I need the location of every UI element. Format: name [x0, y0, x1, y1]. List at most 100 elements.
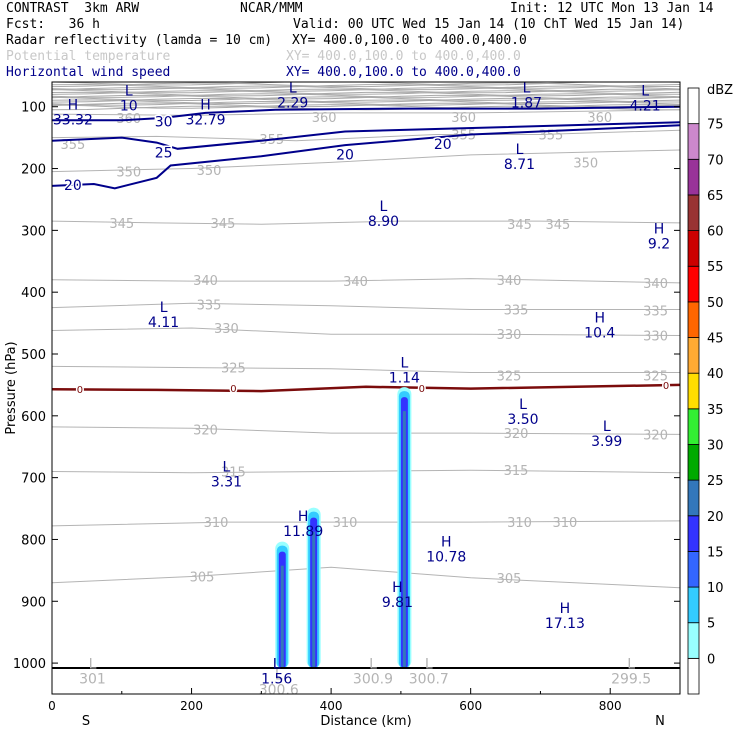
theta-contour-label: 330: [497, 328, 522, 343]
strat-contour: [52, 93, 680, 98]
strat-contour: [52, 85, 680, 91]
strat-contour: [52, 82, 680, 88]
y-tick-label: 400: [21, 286, 46, 301]
colorbar-unit: dBZ: [707, 83, 733, 98]
theta-contour-355: [52, 129, 680, 142]
colorbar-level-label: 60: [707, 225, 724, 240]
y-axis-title: Pressure (hPa): [4, 341, 19, 434]
strat-contour: [52, 99, 680, 105]
y-tick-label: 300: [21, 224, 46, 239]
wind-extremum-value: 2.29: [277, 95, 308, 111]
colorbar-level-label: 15: [707, 545, 724, 560]
wind-extremum-value: 4.11: [148, 315, 179, 331]
wind-contour-label: 20: [434, 137, 452, 153]
theta-contour-label: 315: [504, 464, 529, 479]
theta-contour-310: [52, 520, 680, 527]
x-axis-right-end: N: [655, 714, 665, 729]
theta-contour-label: 315: [221, 465, 246, 480]
theta-contour-label: 330: [214, 322, 239, 337]
wind-extremum-letter: L: [380, 199, 388, 215]
theta-contour-315: [52, 469, 680, 474]
strat-contour: [52, 100, 680, 106]
freezing-level-label: 0: [663, 381, 669, 392]
wind-extremum-value: 3.99: [591, 434, 622, 450]
colorbar-level-label: 20: [707, 510, 724, 525]
strat-contour: [52, 97, 680, 103]
theta-contour-label: 305: [497, 572, 522, 587]
field-1-name: Radar reflectivity (lamda = 10 cm): [6, 33, 273, 48]
x-axis-title: Distance (km): [320, 714, 411, 729]
theta-extremum-letter: L: [627, 657, 635, 673]
colorbar-swatch: [687, 622, 700, 659]
colorbar-swatch: [687, 657, 700, 695]
theta-contour-label: 360: [587, 111, 612, 126]
wind-extremum-letter: L: [519, 397, 527, 413]
y-tick-label: 500: [21, 348, 46, 363]
theta-contour-label: 320: [193, 423, 218, 438]
wind-contour-30: [52, 105, 680, 122]
theta-extremum-value: 300.7: [409, 672, 449, 688]
colorbar-swatch: [687, 230, 700, 267]
wind-extremum-letter: L: [641, 83, 649, 99]
wind-contour-label: 25: [155, 145, 173, 161]
wind-extremum-value: 10.4: [584, 325, 615, 341]
colorbar-swatch: [687, 87, 700, 125]
theta-contour-340: [52, 278, 680, 284]
valid-time: Valid: 00 UTC Wed 15 Jan 14 (10 ChT Wed …: [293, 17, 685, 32]
theta-contour-330: [52, 327, 680, 336]
y-tick-label: 100: [21, 101, 46, 116]
theta-contour-350: [52, 149, 680, 173]
wind-contour-label: 20: [64, 178, 82, 194]
strat-contour: [52, 96, 680, 102]
theta-contour-label: 310: [507, 516, 532, 531]
init-label: Init: 12 UTC Mon 13 Jan 14: [510, 1, 714, 16]
theta-contour-345: [52, 220, 680, 225]
wind-extremum-value: 9.2: [648, 236, 670, 252]
freezing-level-label: 0: [419, 384, 425, 395]
colorbar-swatch: [687, 194, 700, 231]
y-tick-label: 700: [21, 472, 46, 487]
field-3-xy: XY= 400.0,100.0 to 400.0,400.0: [286, 65, 521, 80]
wind-extremum-value: 9.81: [382, 595, 413, 611]
theta-extremum-letter: L: [89, 657, 97, 673]
theta-contour-label: 345: [545, 218, 570, 233]
wind-extremum-letter: L: [603, 419, 611, 435]
theta-contour-label: 350: [197, 164, 222, 179]
colorbar-level-label: 75: [707, 118, 724, 133]
colorbar-swatch: [687, 586, 700, 624]
field-1-xy: XY= 400.0,100.0 to 400.0,400.0: [292, 33, 527, 48]
field-2-xy: XY= 400.0,100.0 to 400.0,400.0: [286, 49, 521, 64]
wind-extremum-letter: L: [400, 355, 408, 371]
theta-extremum-letter: L: [369, 657, 377, 673]
theta-contour-label: 330: [643, 329, 668, 344]
wind-extremum-letter: H: [298, 509, 309, 525]
colorbar-level-label: 25: [707, 474, 724, 489]
theta-extremum-value: 299.5: [611, 672, 651, 688]
colorbar-swatch: [687, 337, 700, 374]
plot-frame: [51, 81, 681, 695]
colorbar-swatch: [687, 372, 700, 410]
strat-contour: [52, 104, 680, 109]
colorbar-level-label: 5: [707, 617, 715, 632]
colorbar-swatch: [687, 444, 700, 481]
theta-contour-label: 335: [197, 299, 222, 314]
wind-extremum-letter: L: [289, 80, 297, 96]
theta-contour-label: 310: [333, 516, 358, 531]
theta-contour-label: 360: [312, 111, 337, 126]
wind-extremum-letter: H: [560, 601, 571, 617]
wind-extremum-value: 1.87: [511, 95, 542, 111]
theta-contour-320: [52, 426, 680, 435]
strat-contour: [52, 91, 680, 97]
colorbar-level-label: 55: [707, 260, 724, 275]
colorbar-swatch: [687, 479, 700, 517]
theta-contour-label: 345: [507, 218, 532, 233]
colorbar-level-label: 30: [707, 438, 724, 453]
wind-extremum-value: 1.14: [389, 370, 420, 386]
colorbar-level-label: 10: [707, 581, 724, 596]
wind-extremum-value: 4.21: [630, 98, 661, 114]
theta-contour-label: 340: [643, 277, 668, 292]
theta-contour-label: 320: [504, 427, 529, 442]
y-tick-label: 1000: [13, 657, 46, 672]
wind-extremum-letter: L: [273, 657, 281, 673]
